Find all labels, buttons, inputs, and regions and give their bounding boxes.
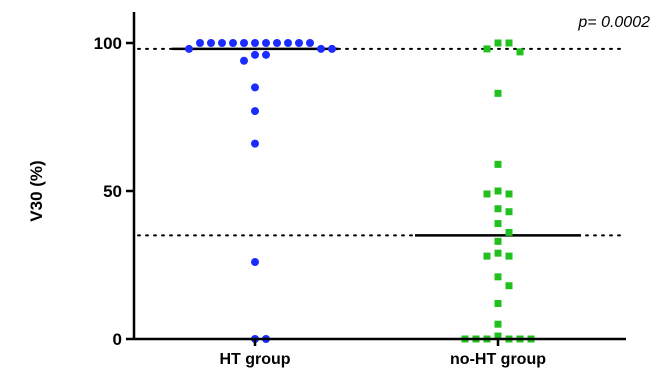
no-ht-group-point: [494, 249, 502, 257]
y-tick-label: 0: [113, 330, 122, 349]
no-ht-group-point: [505, 208, 513, 216]
no-ht-group-point: [505, 228, 513, 236]
no-ht-group-point: [494, 187, 502, 195]
x-category-label: HT group: [219, 351, 290, 368]
no-ht-group-point: [494, 205, 502, 213]
no-ht-group-point: [494, 39, 502, 47]
ht-group-point: [229, 39, 237, 47]
ht-group-point: [207, 39, 215, 47]
no-ht-group-point: [483, 190, 491, 198]
ht-group-point: [251, 139, 259, 148]
ht-group-point: [251, 39, 259, 47]
ht-group-point: [284, 39, 292, 47]
ht-group-point: [185, 44, 193, 53]
x-ticks: HT group no-HT group: [219, 339, 546, 368]
no-ht-group-point: [483, 252, 491, 260]
reference-lines: [137, 47, 627, 237]
median-lines: [172, 47, 581, 237]
ht-group-point: [251, 50, 259, 59]
ht-group-point: [328, 44, 336, 53]
ht-group-point: [262, 50, 270, 59]
ht-group-point: [251, 258, 259, 267]
ht-group-point: [251, 83, 259, 92]
ht-group-point: [196, 39, 204, 47]
no-ht-group-point: [494, 160, 502, 168]
no-ht-group-point: [494, 299, 502, 307]
ht-group-point: [306, 39, 314, 47]
no-ht-group-point: [505, 190, 513, 198]
ht-group-point: [262, 39, 270, 47]
ht-group-point: [317, 44, 325, 53]
ht-group-point: [240, 56, 248, 65]
no-ht-group-point: [494, 89, 502, 97]
x-category-label: no-HT group: [450, 351, 546, 368]
ht-group-point: [218, 39, 226, 47]
no-ht-group-point: [516, 48, 524, 56]
ht-group-point: [240, 39, 248, 47]
ht-group-point: [251, 107, 259, 116]
ht-group-point: [295, 39, 303, 47]
no-ht-group-point: [494, 237, 502, 245]
y-tick-label: 100: [94, 34, 122, 53]
data-points: [185, 39, 535, 343]
no-ht-group-point: [505, 39, 513, 47]
y-axis-title: V30 (%): [27, 160, 46, 221]
y-tick-label: 50: [103, 182, 122, 201]
p-value-annotation: p= 0.0002: [577, 14, 650, 31]
no-ht-group-point: [494, 273, 502, 281]
ht-group-point: [273, 39, 281, 47]
no-ht-group-point: [494, 320, 502, 328]
no-ht-group-point: [494, 220, 502, 228]
no-ht-group-point: [483, 45, 491, 53]
no-ht-group-point: [494, 332, 502, 340]
no-ht-group-point: [505, 282, 513, 290]
no-ht-group-point: [505, 252, 513, 260]
y-ticks: 0 50 100: [94, 34, 134, 349]
